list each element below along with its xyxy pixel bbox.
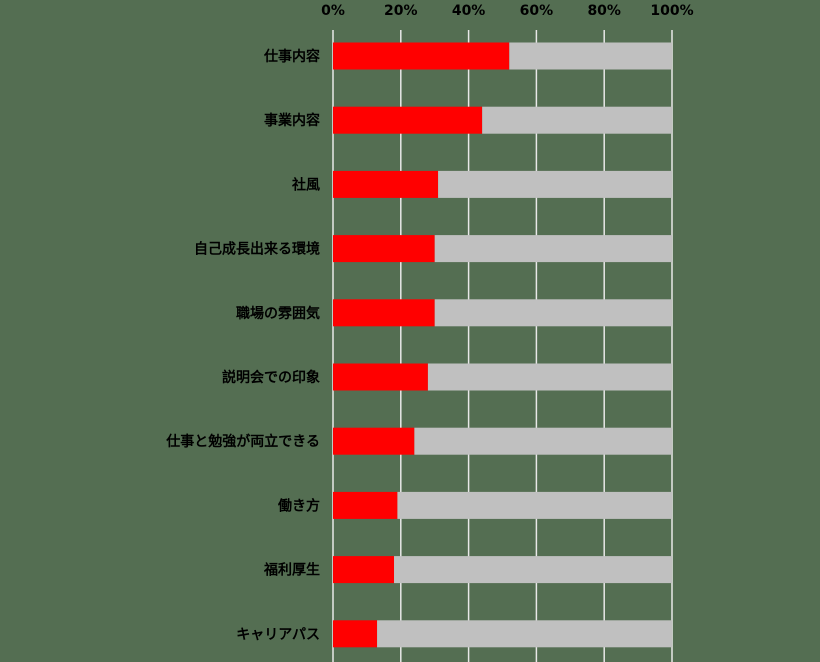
bar-remainder xyxy=(394,556,672,584)
category-label: キャリアパス xyxy=(236,627,320,643)
category-label: 福利厚生 xyxy=(263,562,320,579)
category-label: 自己成長出来る環境 xyxy=(194,241,320,258)
category-labels: 仕事内容事業内容社風自己成長出来る環境職場の雰囲気説明会での印象仕事と勉強が両立… xyxy=(165,48,320,643)
category-label: 職場の雰囲気 xyxy=(236,305,320,322)
x-tick-label: 0% xyxy=(321,3,345,19)
bar-value xyxy=(333,106,483,134)
bar-value xyxy=(333,491,398,519)
bar-remainder xyxy=(438,170,672,198)
bar-value xyxy=(333,363,428,391)
bar-value xyxy=(333,42,510,70)
bars xyxy=(333,42,672,648)
bar-remainder xyxy=(377,620,672,648)
x-tick-label: 40% xyxy=(452,3,486,19)
category-label: 社風 xyxy=(291,176,320,193)
x-tick-label: 100% xyxy=(650,3,693,19)
bar-value xyxy=(333,170,439,198)
bar-remainder xyxy=(427,363,672,391)
bar-value xyxy=(333,556,395,584)
x-tick-label: 60% xyxy=(520,3,554,19)
bar-value xyxy=(333,427,415,455)
category-label: 仕事と勉強が両立できる xyxy=(165,433,320,450)
x-tick-label: 20% xyxy=(384,3,418,19)
x-tick-label: 80% xyxy=(587,3,621,19)
bar-remainder xyxy=(434,235,672,263)
bar-remainder xyxy=(434,299,672,327)
bar-remainder xyxy=(509,42,672,70)
category-label: 事業内容 xyxy=(264,112,320,129)
bar-value xyxy=(333,299,435,327)
bar-value xyxy=(333,235,435,263)
category-label: 働き方 xyxy=(277,497,320,514)
bar-remainder xyxy=(414,427,672,455)
category-label: 説明会での印象 xyxy=(222,369,320,386)
bar-value xyxy=(333,620,378,648)
category-label: 仕事内容 xyxy=(263,48,320,65)
bar-remainder xyxy=(482,106,672,134)
bar-remainder xyxy=(397,491,672,519)
x-tick-labels: 0% 20% 40% 60% 80% 100% xyxy=(321,3,694,19)
